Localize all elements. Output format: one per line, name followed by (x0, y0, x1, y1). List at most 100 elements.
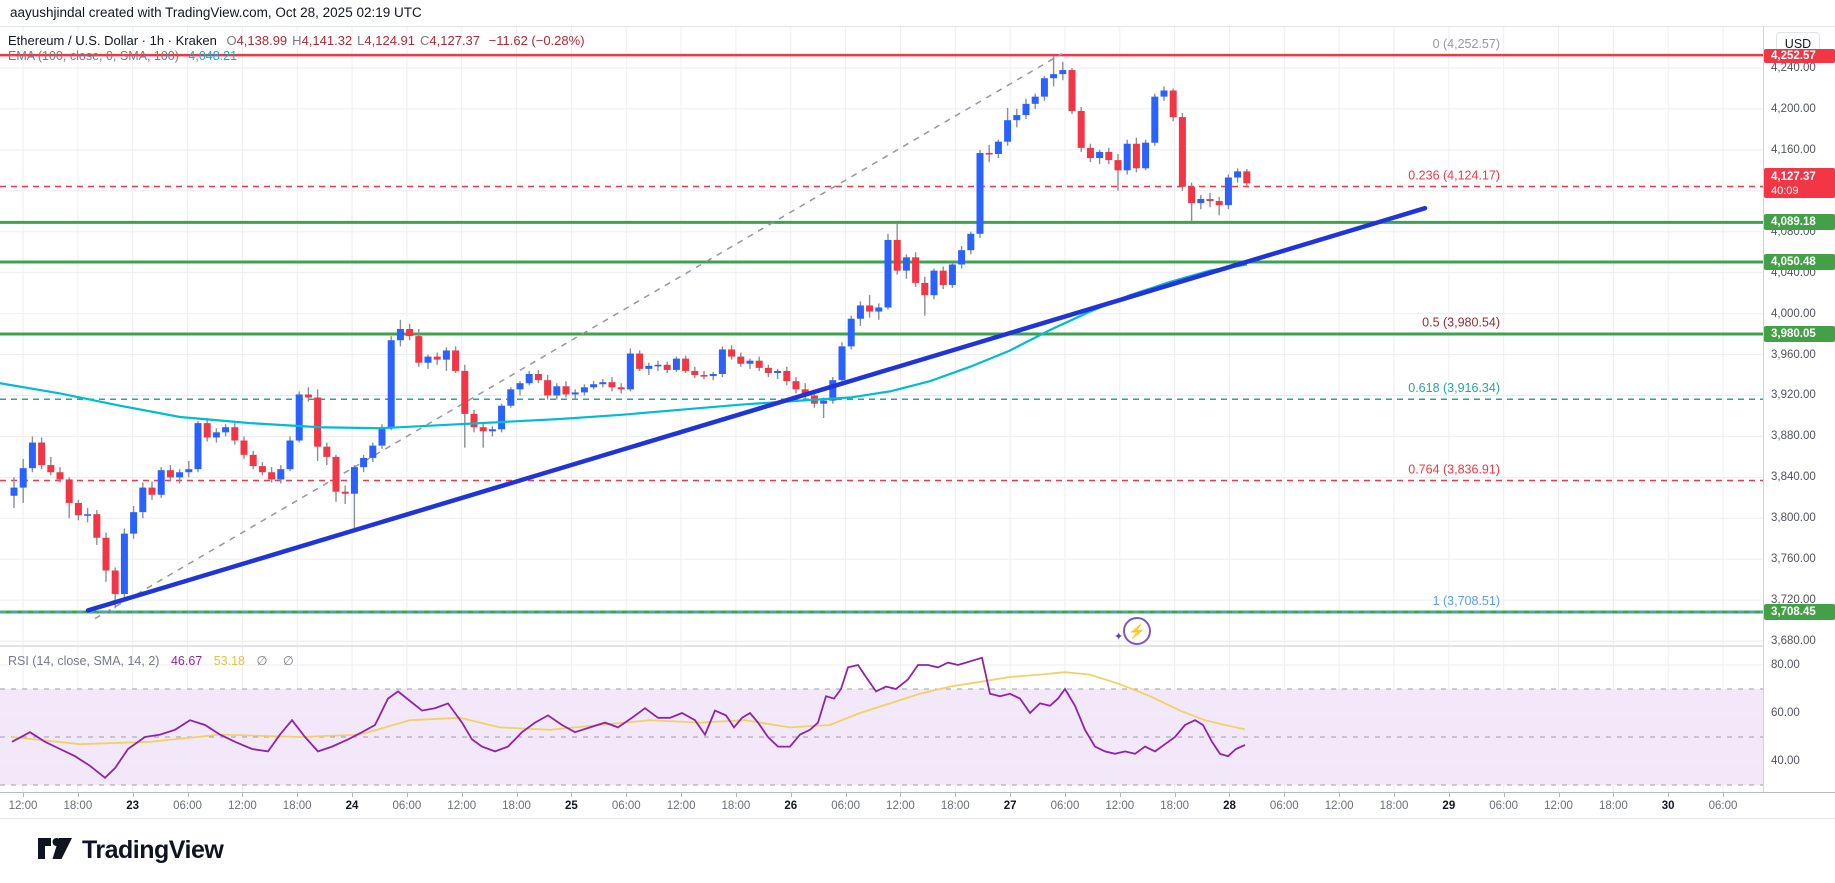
time-axis[interactable]: 12:00 18:00 23 06:00 12:00 18:00 24 06:00 12:00 1… (0, 792, 1835, 820)
ohlc-key: H (292, 33, 302, 48)
price-tick-label: 4,000.00 (1771, 307, 1816, 320)
time-axis-label: 18:00 (282, 800, 312, 812)
time-axis-tick (461, 793, 463, 797)
rsi-pane[interactable] (0, 647, 1763, 792)
lightning-icon: ⚡ (1123, 617, 1151, 645)
ema-line (0, 263, 1248, 430)
time-axis-tick (352, 793, 354, 797)
symbol-title[interactable]: Ethereum / U.S. Dollar · 1h · Kraken (8, 33, 217, 48)
fib-label: 0.618 (3,916.34) (1408, 381, 1500, 395)
rsi-smooth-line (11, 671, 1246, 746)
time-axis-label: 06:00 (1050, 800, 1080, 812)
time-axis-tick (571, 793, 573, 797)
ohlc-key: O (226, 33, 237, 48)
time-axis-label: 06:00 (173, 800, 202, 812)
sparkle-icon: ✦ (1114, 631, 1124, 643)
time-axis-tick (187, 793, 189, 797)
tradingview-logo[interactable]: TradingView (38, 836, 224, 865)
ohlc-value: 4,138.99 (236, 33, 288, 48)
time-axis-tick (1119, 793, 1121, 797)
time-axis-tick (1229, 793, 1231, 797)
time-axis-label: 12:00 (1105, 800, 1135, 812)
price-grid (0, 27, 1763, 645)
level-price-tag: 4,050.48 (1764, 253, 1835, 270)
time-axis-label: 12:00 (447, 800, 477, 812)
price-axis[interactable]: USD 4,240.004,200.004,160.004,120.004,08… (1763, 27, 1835, 792)
time-axis-tick (1558, 793, 1560, 797)
empty-set-icons[interactable]: ∅ ∅ (256, 654, 300, 668)
price-tick-label: 3,840.00 (1771, 471, 1816, 484)
trendline (85, 205, 1428, 613)
price-tick-label: 3,680.00 (1771, 635, 1816, 648)
ema-value: 4,048.21 (188, 49, 238, 63)
rsi-tick-label: 40.00 (1771, 755, 1800, 767)
fib-label: 1 (3,708.51) (1433, 594, 1500, 608)
price-tick-label: 3,800.00 (1771, 512, 1816, 525)
candles-series (10, 55, 1251, 609)
time-axis-tick (845, 793, 847, 797)
attribution-bar: aayushjindal created with TradingView.co… (0, 0, 1835, 26)
price-pane[interactable]: 0 (4,252.57) 0.236 (4,124.17) 0.5 (3,980.5… (0, 27, 1763, 645)
time-axis-tick (297, 793, 299, 797)
time-axis-tick (1668, 793, 1670, 797)
time-axis-label: 18:00 (721, 800, 751, 812)
time-axis-label: 29 (1442, 800, 1456, 812)
ohlc-values: O4,138.99 H4,141.32 L4,124.91 C4,127.37 (226, 33, 485, 48)
time-axis-tick (1339, 793, 1341, 797)
price-tick-label: 3,880.00 (1771, 430, 1816, 443)
time-axis-tick (735, 793, 737, 797)
rsi-value-smooth: 53.18 (213, 654, 245, 668)
time-axis-label: 30 (1661, 800, 1675, 812)
time-axis-tick (406, 793, 408, 797)
time-axis-tick (900, 793, 902, 797)
pane-separator[interactable] (0, 645, 1763, 647)
time-axis-label: 12:00 (666, 800, 696, 812)
rsi-tick-label: 80.00 (1771, 659, 1800, 671)
level-price-tag: 3,980.05 (1764, 326, 1835, 343)
time-axis-label: 28 (1223, 800, 1236, 812)
ohlc-value: 4,124.91 (364, 33, 416, 48)
ohlc-key: C (420, 33, 430, 48)
change-value: −11.62 (−0.28%) (488, 33, 585, 48)
time-axis-tick (242, 793, 244, 797)
symbol-legend: Ethereum / U.S. Dollar · 1h · Kraken O4,… (8, 33, 585, 48)
rsi-legend: RSI (14, close, SMA, 14, 2) 46.67 53.18 … (8, 653, 300, 668)
time-axis-label: 06:00 (831, 800, 860, 812)
time-axis-tick (516, 793, 518, 797)
price-tick-label: 4,160.00 (1771, 143, 1816, 156)
time-axis-label: 25 (564, 800, 578, 812)
tradingview-logo-icon (38, 837, 72, 859)
time-axis-label: 18:00 (502, 800, 531, 812)
ohlc-value: 4,127.37 (429, 33, 481, 48)
rsi-label[interactable]: RSI (14, close, SMA, 14, 2) (8, 654, 160, 668)
price-tick-label: 4,240.00 (1771, 62, 1816, 74)
boost-watermark[interactable]: ✦ ⚡ (1114, 614, 1151, 648)
time-axis-label: 26 (784, 800, 798, 812)
time-axis-label: 12:00 (886, 800, 915, 812)
time-axis-tick (132, 793, 134, 797)
price-tick-label: 3,960.00 (1771, 348, 1816, 361)
time-axis-label: 06:00 (1489, 800, 1519, 812)
price-tick-label: 3,760.00 (1771, 553, 1816, 566)
time-axis-label: 18:00 (940, 800, 970, 812)
time-axis-label: 24 (345, 800, 359, 812)
time-axis-label: 12:00 (8, 800, 38, 812)
time-axis-tick (23, 793, 24, 797)
fib-label: 0.764 (3,836.91) (1408, 463, 1500, 477)
last-price-tag: 4,127.37 40:09 (1764, 168, 1835, 199)
tradingview-logo-text: TradingView (82, 836, 224, 864)
ema-legend: EMA (100, close, 0, SMA, 100) 4,048.21 (8, 49, 237, 63)
fib-anchor-line (94, 53, 1063, 620)
time-axis-tick (955, 793, 957, 797)
time-axis-tick (1284, 793, 1286, 797)
time-axis-tick (1613, 793, 1615, 797)
time-axis-tick (1064, 793, 1066, 797)
fib-label: 0 (4,252.57) (1433, 37, 1500, 51)
time-axis-tick (1174, 793, 1176, 797)
time-axis-tick (681, 793, 683, 797)
time-axis-label: 27 (1003, 800, 1017, 812)
ema-label[interactable]: EMA (100, close, 0, SMA, 100) (8, 49, 179, 63)
price-tick-label: 3,720.00 (1771, 594, 1816, 607)
chart-top-border (0, 26, 1835, 27)
